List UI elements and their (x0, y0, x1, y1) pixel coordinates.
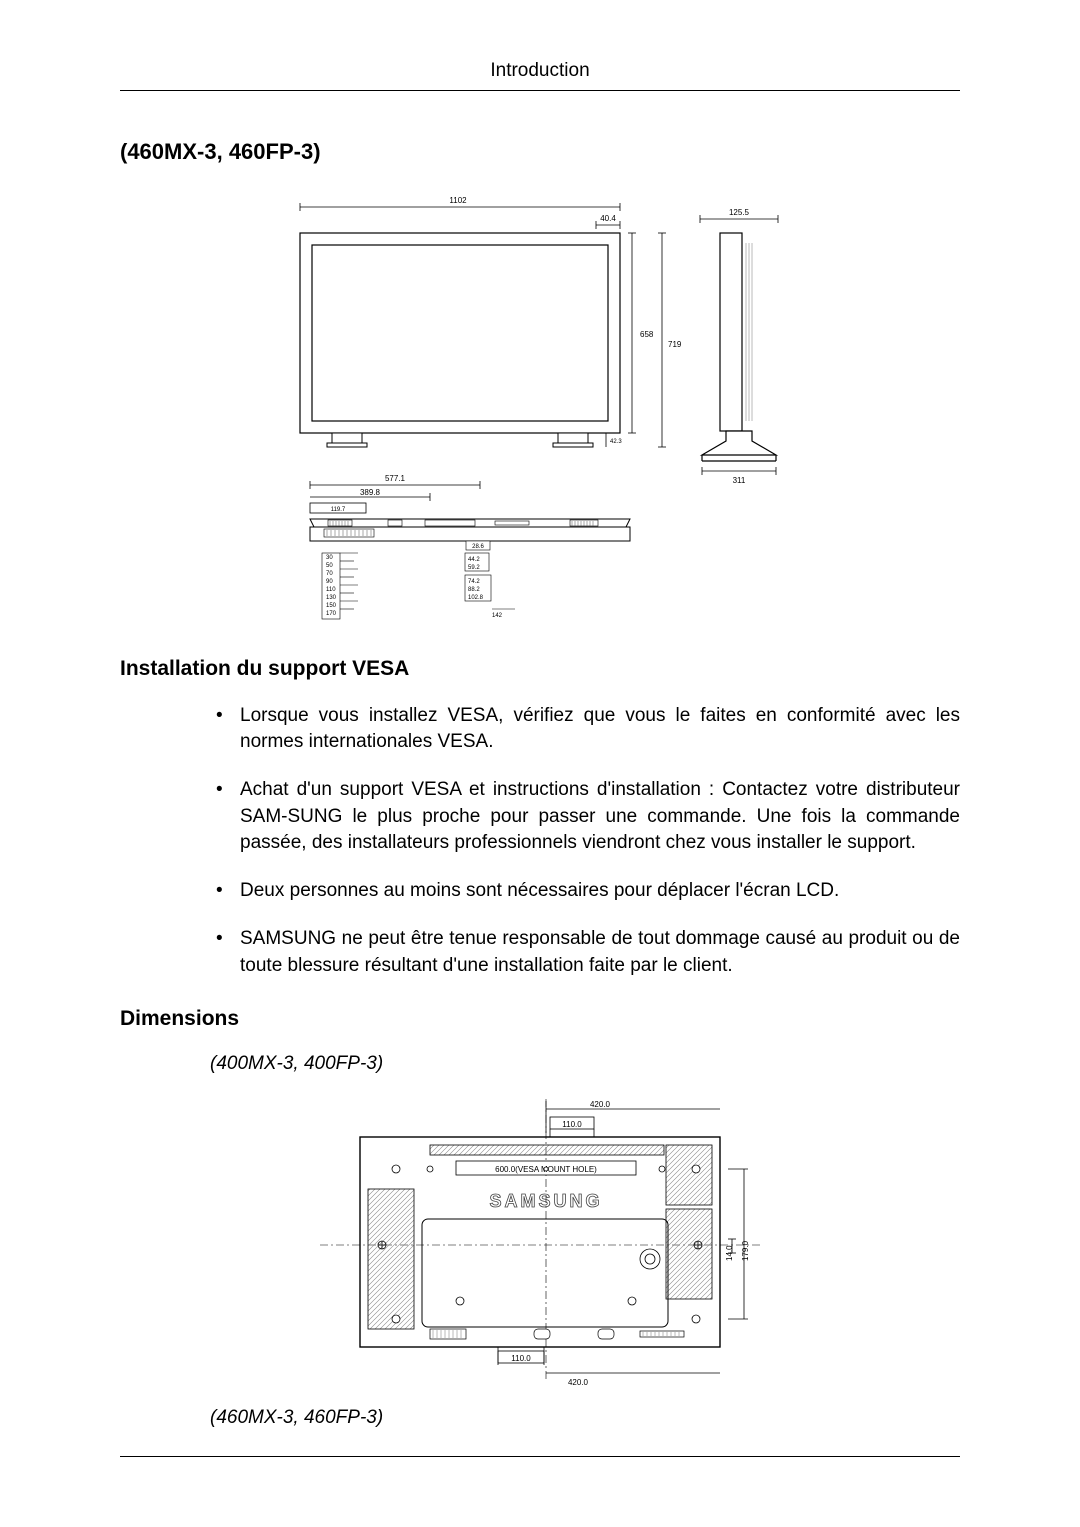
dim-142: 142 (492, 613, 503, 619)
dim-40-4: 40.4 (600, 214, 616, 223)
msA-1: 59.2 (468, 565, 480, 571)
dim-28-6: 28.6 (472, 544, 484, 550)
vesa-bullet-1: Achat d'un support VESA et instructions … (210, 777, 960, 856)
vesa-bullet-3: SAMSUNG ne peut être tenue responsable d… (210, 926, 960, 978)
page: Introduction (460MX-3, 460FP-3) 1102 40.… (0, 0, 1080, 1527)
dim-719: 719 (668, 340, 682, 349)
vesa-bullet-list: Lorsque vous installez VESA, vérifiez qu… (210, 703, 960, 979)
dim-42-3: 42.3 (610, 439, 622, 445)
figure-top-dimensions: 1102 40.4 (120, 189, 960, 629)
figure-rear-view: 420.0 110.0 (120, 1089, 960, 1389)
rear-diagram-svg: 420.0 110.0 (300, 1089, 780, 1389)
rear-bottom-inner: 110.0 (511, 1354, 531, 1363)
sub-model-a: (400MX-3, 400FP-3) (210, 1053, 960, 1075)
header-rule (120, 90, 960, 91)
footer-rule (120, 1456, 960, 1457)
dim-119-7: 119.7 (331, 507, 346, 513)
section-dimensions-heading: Dimensions (120, 1007, 960, 1031)
section-vesa-heading: Installation du support VESA (120, 657, 960, 681)
top-diagram-svg: 1102 40.4 (270, 189, 810, 629)
msB-1: 88.2 (468, 587, 480, 593)
dim-389-8: 389.8 (360, 488, 381, 497)
rear-top-inner: 110.0 (562, 1120, 582, 1129)
vesa-bullet-0: Lorsque vous installez VESA, vérifiez qu… (210, 703, 960, 755)
page-header-title: Introduction (120, 60, 960, 82)
dim-311: 311 (733, 476, 746, 485)
rear-brand: SAMSUNG (489, 1191, 602, 1211)
dim-658: 658 (640, 330, 654, 339)
msB-2: 102.8 (468, 595, 484, 601)
rear-right-b: 179.0 (741, 1240, 750, 1261)
ls-7: 170 (326, 611, 337, 617)
vesa-bullet-2: Deux personnes au moins sont nécessaires… (210, 878, 960, 904)
ls-1: 50 (326, 563, 333, 569)
rear-bottom-outer: 420.0 (568, 1378, 589, 1387)
ls-3: 90 (326, 579, 333, 585)
ls-5: 130 (326, 595, 337, 601)
model-heading: (460MX-3, 460FP-3) (120, 139, 960, 165)
ls-2: 70 (326, 571, 333, 577)
dim-125-5: 125.5 (729, 208, 750, 217)
msA-0: 44.2 (468, 557, 480, 563)
sub-model-b: (460MX-3, 460FP-3) (210, 1407, 960, 1429)
ls-6: 150 (326, 603, 337, 609)
ls-0: 30 (326, 555, 333, 561)
rear-right-a: 14.0 (725, 1245, 734, 1261)
rear-top-outer: 420.0 (590, 1100, 611, 1109)
dim-577-1: 577.1 (385, 474, 406, 483)
ls-4: 110 (326, 587, 336, 593)
msB-0: 74.2 (468, 579, 480, 585)
dim-1102: 1102 (449, 196, 467, 205)
